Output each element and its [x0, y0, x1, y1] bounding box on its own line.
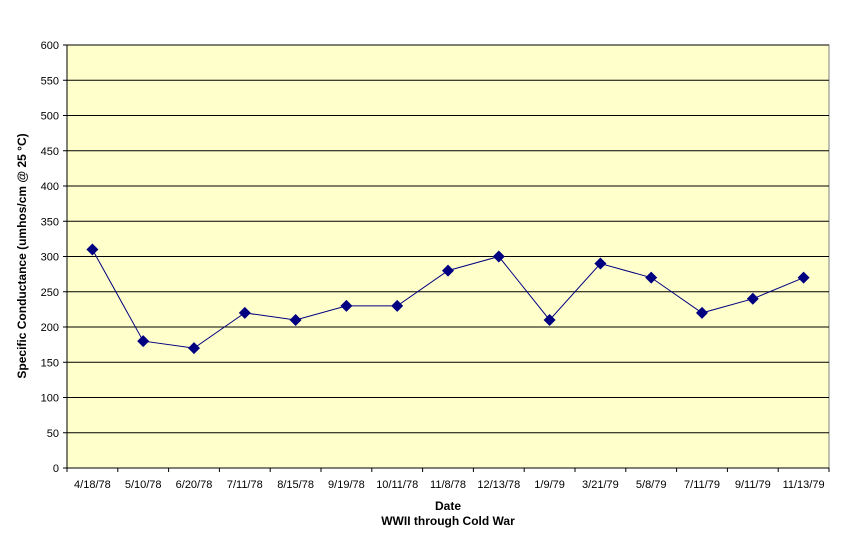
- x-tick-label: 11/13/79: [783, 479, 825, 491]
- data-point-marker: [797, 271, 810, 284]
- x-axis-title: Date: [435, 499, 461, 513]
- data-point-marker: [238, 306, 251, 319]
- x-tick-label: 9/19/78: [328, 479, 365, 491]
- data-point-marker: [746, 292, 759, 305]
- y-tick-label: 600: [41, 40, 59, 52]
- y-tick-label: 400: [41, 181, 59, 193]
- x-axis-ticks: 4/18/78 5/10/78 6/20/78 7/11/78 8/15/78 9/19/…: [66, 468, 830, 491]
- data-point-marker: [86, 243, 99, 256]
- x-tick-label: 3/21/79: [582, 479, 619, 491]
- x-tick-label: 10/11/78: [376, 479, 418, 491]
- data-point-marker: [340, 299, 353, 312]
- data-point-marker: [492, 250, 505, 263]
- data-point-marker: [543, 313, 556, 326]
- x-tick-label: 11/8/78: [430, 479, 466, 491]
- data-point-marker: [289, 313, 302, 326]
- x-tick-label: 4/18/78: [74, 479, 111, 491]
- y-tick-label: 250: [41, 287, 59, 299]
- x-tick-label: 7/11/79: [684, 479, 720, 491]
- data-point-marker: [391, 299, 404, 312]
- data-point-marker: [188, 342, 200, 355]
- y-axis-ticks: 0 50 100 150 200 250 300 350 400 450 500 550 600: [41, 40, 67, 475]
- y-tick-label: 100: [41, 393, 59, 405]
- y-tick-label: 50: [47, 428, 59, 440]
- data-point-marker: [696, 306, 708, 319]
- data-point-marker: [645, 271, 658, 284]
- x-tick-label: 7/11/78: [227, 479, 263, 491]
- y-axis-title: Specific Conductance (umhos/cm @ 25 °C): [15, 133, 29, 378]
- x-tick-label: 5/8/79: [636, 479, 667, 491]
- x-tick-label: 1/9/79: [534, 479, 565, 491]
- x-axis-subtitle: WWII through Cold War: [381, 514, 515, 528]
- y-tick-label: 150: [41, 357, 59, 369]
- x-tick-label: 6/20/78: [176, 479, 213, 491]
- y-tick-label: 450: [41, 146, 59, 158]
- y-tick-label: 0: [53, 463, 59, 475]
- gridlines: [67, 44, 829, 434]
- x-tick-label: 5/10/78: [125, 479, 162, 491]
- x-tick-label: 12/13/78: [477, 479, 520, 491]
- data-point-marker: [442, 264, 454, 277]
- data-series: [86, 243, 810, 355]
- data-point-marker: [594, 257, 607, 270]
- y-tick-label: 300: [41, 252, 59, 264]
- y-tick-label: 550: [41, 75, 59, 87]
- x-tick-label: 8/15/78: [277, 479, 314, 491]
- data-point-marker: [137, 335, 150, 348]
- y-tick-label: 200: [41, 322, 59, 334]
- y-tick-label: 500: [41, 111, 59, 123]
- x-tick-label: 9/11/79: [735, 479, 771, 491]
- y-tick-label: 350: [41, 216, 59, 228]
